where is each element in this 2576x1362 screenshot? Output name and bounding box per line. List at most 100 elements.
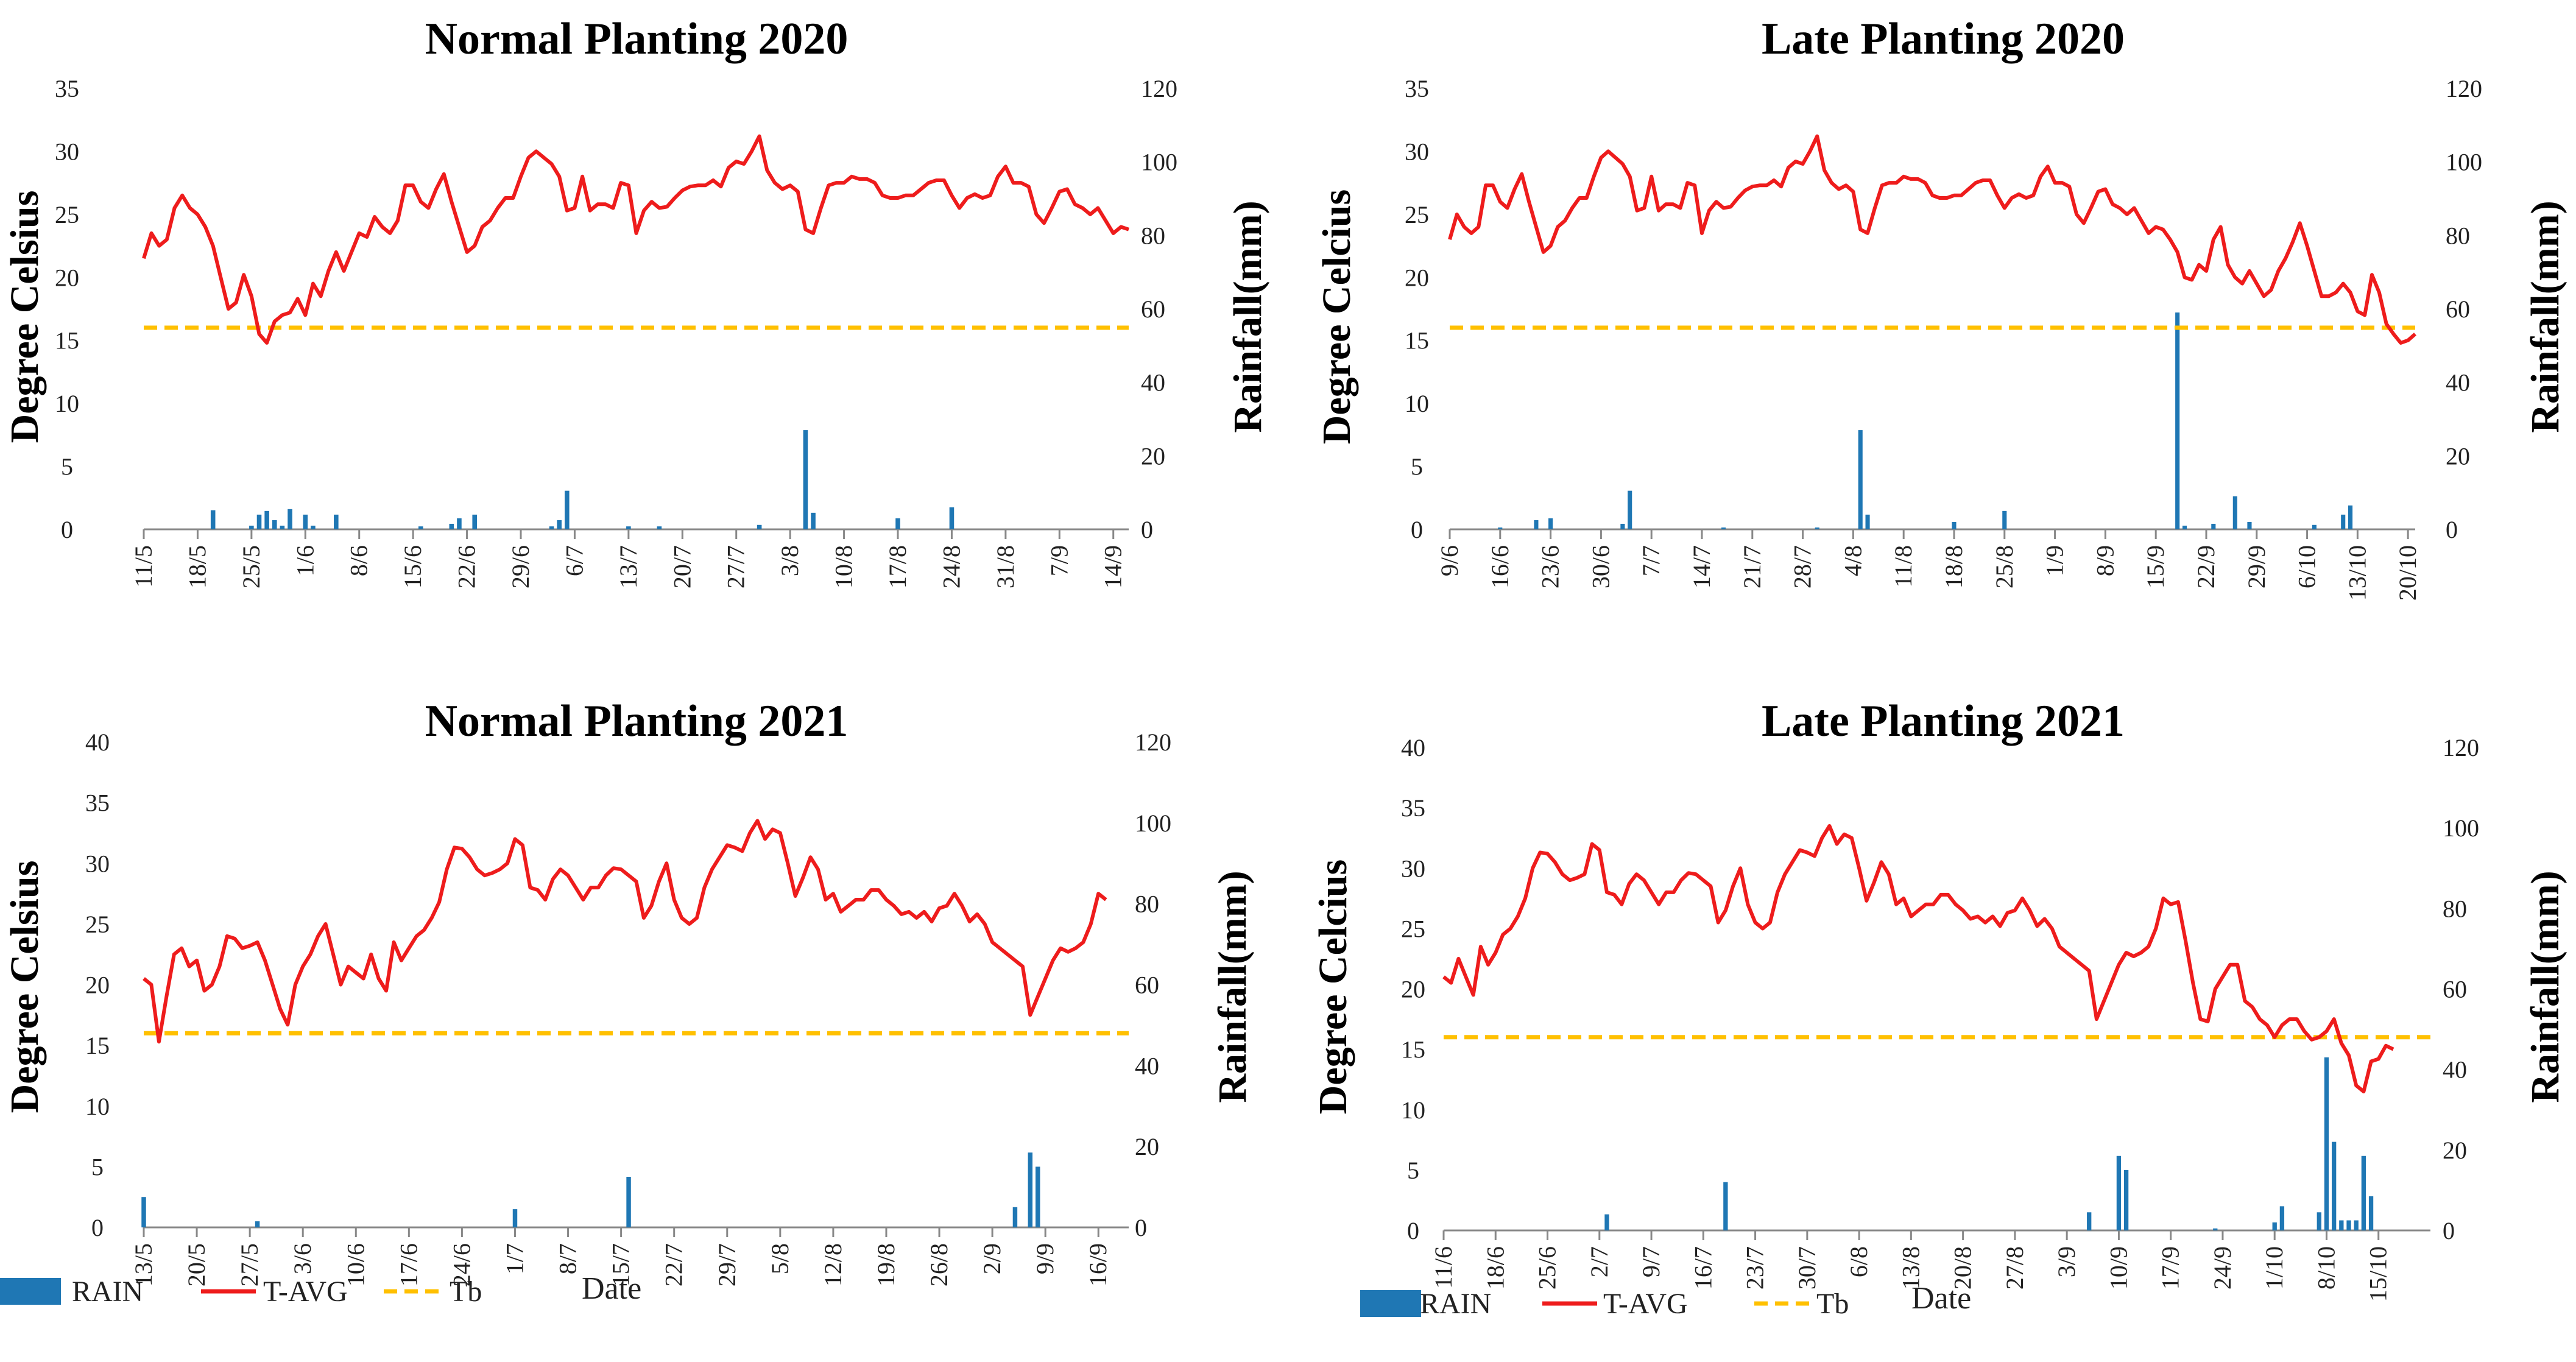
rain-bar bbox=[557, 520, 562, 529]
rain-bar bbox=[757, 524, 762, 529]
x-tick-label: 31/8 bbox=[992, 545, 1019, 588]
x-tick-label: 16/6 bbox=[1486, 545, 1514, 588]
legend-rain-label-right: RAIN bbox=[1420, 1288, 1491, 1320]
rain-bar bbox=[1858, 430, 1863, 529]
y-tick-label: 5 bbox=[1407, 1157, 1419, 1184]
chart-title: Late Planting 2021 bbox=[1762, 696, 2125, 746]
x-tick-label: 18/6 bbox=[1481, 1246, 1509, 1290]
x-tick-label: 22/7 bbox=[660, 1243, 688, 1286]
y-axis-label: Degree Celcius bbox=[1314, 189, 1359, 444]
x-tick-label: 29/6 bbox=[507, 545, 534, 588]
y-tick-label: 25 bbox=[85, 911, 110, 938]
x-tick-label: 13/8 bbox=[1897, 1246, 1924, 1290]
x-tick-label: 16/7 bbox=[1689, 1246, 1717, 1290]
y-tick-label: 5 bbox=[61, 453, 73, 481]
x-tick-label: 3/8 bbox=[776, 545, 803, 576]
y-tick-label: 30 bbox=[85, 850, 110, 877]
x-tick-label: 25/5 bbox=[238, 545, 265, 588]
rain-bar bbox=[280, 525, 285, 529]
x-tick-label: 7/7 bbox=[1637, 545, 1665, 576]
date-label-right: Date bbox=[1911, 1281, 1971, 1316]
x-tick-label: 1/10 bbox=[2260, 1246, 2288, 1290]
x-tick-label: 27/8 bbox=[2001, 1246, 2028, 1290]
x-tick-label: 25/8 bbox=[1991, 545, 2018, 588]
y2-tick-label: 40 bbox=[2446, 369, 2470, 397]
y-tick-label: 25 bbox=[1405, 201, 1429, 228]
y2-axis-label: Rainfall(mm) bbox=[2523, 200, 2567, 432]
y-tick-label: 35 bbox=[55, 75, 79, 102]
rain-bar bbox=[2213, 1228, 2218, 1230]
rain-bar bbox=[1952, 521, 1957, 529]
tavg-line bbox=[143, 819, 1107, 1044]
y2-tick-label: 120 bbox=[1135, 729, 1171, 756]
y-tick-label: 10 bbox=[1401, 1096, 1425, 1124]
rain-bar bbox=[1865, 514, 1870, 529]
legend-tb-label-right: Tb bbox=[1816, 1288, 1849, 1320]
rain-bar bbox=[210, 510, 216, 529]
chart-title: Normal Planting 2021 bbox=[425, 696, 849, 746]
y2-tick-label: 0 bbox=[2443, 1217, 2455, 1244]
rain-bar bbox=[657, 526, 662, 529]
rain-bar bbox=[2272, 1222, 2277, 1230]
x-tick-label: 8/9 bbox=[2091, 545, 2119, 576]
x-tick-label: 24/9 bbox=[2209, 1246, 2236, 1290]
rain-bar bbox=[272, 520, 277, 529]
rain-bar bbox=[256, 514, 262, 529]
x-tick-label: 22/6 bbox=[453, 545, 481, 588]
x-tick-label: 13/10 bbox=[2343, 545, 2371, 601]
y-tick-label: 35 bbox=[1401, 794, 1425, 822]
x-tick-label: 22/9 bbox=[2192, 545, 2220, 588]
x-tick-label: 27/5 bbox=[236, 1243, 263, 1286]
rain-bar bbox=[1815, 527, 1819, 529]
rain-bar bbox=[2346, 1220, 2351, 1230]
rain-bar bbox=[2175, 312, 2180, 529]
rain-bar bbox=[2368, 1196, 2374, 1230]
rain-bar bbox=[1723, 1182, 1728, 1230]
rain-bar bbox=[1534, 520, 1539, 529]
x-tick-label: 27/7 bbox=[722, 545, 750, 588]
y-tick-label: 5 bbox=[91, 1153, 104, 1180]
rain-bar bbox=[626, 1176, 631, 1227]
x-tick-label: 17/8 bbox=[884, 545, 911, 588]
x-tick-label: 20/10 bbox=[2394, 545, 2421, 601]
rain-bar bbox=[449, 523, 454, 529]
x-tick-label: 1/6 bbox=[291, 545, 319, 576]
rain-bar bbox=[2332, 1141, 2337, 1230]
rain-bar bbox=[895, 518, 900, 529]
y-tick-label: 15 bbox=[85, 1032, 110, 1059]
rain-bar bbox=[1628, 490, 1632, 529]
date-label-left: Date bbox=[582, 1271, 641, 1306]
y-tick-label: 0 bbox=[91, 1214, 104, 1241]
x-tick-label: 13/5 bbox=[130, 1243, 157, 1286]
x-tick-label: 15/10 bbox=[2365, 1246, 2392, 1302]
y-tick-label: 15 bbox=[55, 327, 79, 355]
x-tick-label: 4/8 bbox=[1839, 545, 1866, 576]
legend-rain-swatch-right bbox=[1360, 1290, 1421, 1317]
x-tick-label: 30/7 bbox=[1793, 1246, 1821, 1290]
x-tick-label: 14/9 bbox=[1099, 545, 1127, 588]
chart-2: Late Planting 2020 Degree Celcius Rainfall… bbox=[1314, 14, 2567, 601]
x-tick-label: 12/8 bbox=[819, 1243, 847, 1286]
legend-tavg-label-left: T-AVG bbox=[263, 1276, 348, 1308]
tavg-line bbox=[1448, 134, 2416, 345]
y2-tick-label: 0 bbox=[1141, 516, 1153, 543]
y-tick-label: 25 bbox=[1401, 915, 1425, 942]
y2-tick-label: 100 bbox=[1141, 149, 1177, 176]
chart-title: Late Planting 2020 bbox=[1762, 14, 2125, 64]
x-tick-label: 3/6 bbox=[289, 1243, 316, 1274]
x-tick-label: 24/6 bbox=[448, 1243, 475, 1286]
y-tick-label: 20 bbox=[85, 972, 110, 999]
x-tick-label: 19/8 bbox=[872, 1243, 900, 1286]
legend-tb-label-left: Tb bbox=[450, 1276, 482, 1308]
y-tick-label: 30 bbox=[1405, 138, 1429, 165]
rain-bar bbox=[249, 525, 254, 529]
y2-tick-label: 100 bbox=[1135, 810, 1171, 837]
rain-bar bbox=[2354, 1220, 2359, 1230]
legend-rain-label-left: RAIN bbox=[72, 1276, 143, 1308]
y2-tick-label: 100 bbox=[2443, 814, 2479, 842]
y2-tick-label: 0 bbox=[2446, 516, 2458, 543]
x-tick-label: 8/7 bbox=[554, 1243, 582, 1274]
x-tick-label: 21/7 bbox=[1738, 545, 1766, 588]
y-tick-label: 0 bbox=[61, 516, 73, 543]
